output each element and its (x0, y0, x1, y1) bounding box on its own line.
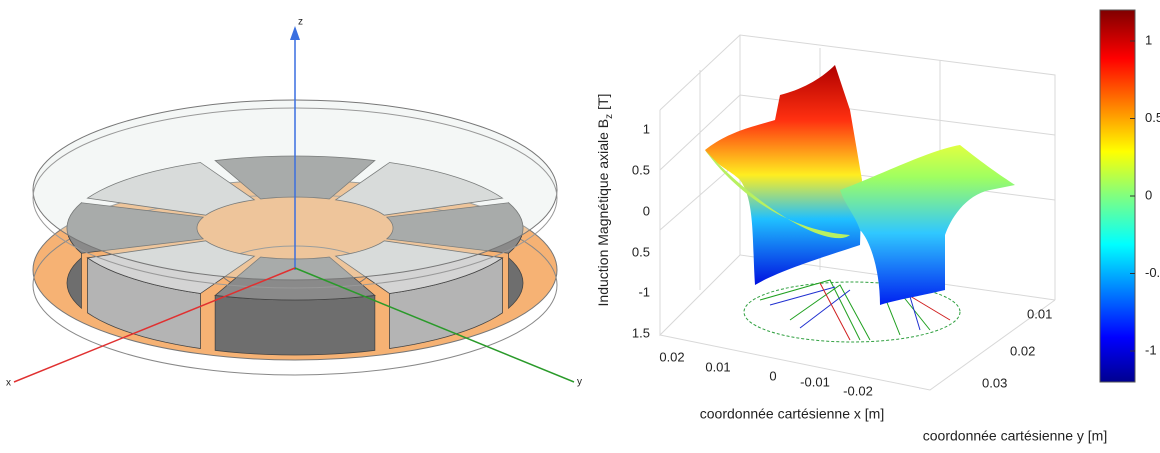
z-tick-label: 1 (643, 121, 650, 136)
x-tick-label: -0.01 (800, 374, 830, 389)
colorbar-tick-label: 1 (1145, 32, 1152, 47)
magnet-top (214, 256, 376, 301)
colorbar-tick-label: 0.5 (1145, 110, 1160, 125)
z-label-unit: [T] (595, 94, 611, 110)
plot-box (659, 34, 1056, 391)
y-label: coordonnée cartésienne y [m] (923, 428, 1107, 444)
z-tick-label: 0 (643, 203, 650, 218)
z-tick-label: 0.5 (632, 162, 650, 177)
z-label-text: Induction Magnétique axiale B (595, 119, 611, 307)
contour (743, 281, 961, 343)
surface-lobe (840, 145, 1015, 305)
cad-view: z x y (6, 17, 582, 389)
z-label-sub: z (604, 114, 615, 119)
z-label: Induction Magnétique axiale Bz [T] (595, 94, 615, 307)
y-tick-label: 0.02 (1010, 343, 1035, 358)
magnet-top (334, 240, 504, 294)
y-axis (294, 267, 575, 383)
surface-plot (659, 34, 1056, 391)
magnet-top (385, 202, 524, 254)
x-axis (13, 267, 296, 383)
z-axis-label: z (298, 17, 303, 28)
z-tick-label: 1.5 (632, 325, 650, 340)
plot-labels: Induction Magnétique axiale Bz [T] coordo… (595, 94, 1108, 444)
magnet-top (86, 162, 256, 216)
surface-lobe (705, 65, 862, 285)
x-tick-label: -0.02 (843, 383, 873, 398)
magnet-side (214, 294, 376, 356)
colorbar-tick-label: 0 (1145, 187, 1152, 202)
y-tick-label: 0.01 (1027, 306, 1052, 321)
x-tick-label: 0.01 (705, 359, 730, 374)
z-arrow (290, 26, 300, 40)
colorbar-tick-label: -1 (1145, 342, 1157, 357)
contour (759, 279, 931, 341)
y-axis-label: y (577, 377, 582, 388)
x-tick-label: 0 (769, 368, 776, 383)
z-tick-label: -1 (638, 284, 650, 299)
y-tick-label: 0.03 (982, 375, 1007, 390)
x-label: coordonnée cartésienne x [m] (700, 406, 884, 422)
x-axis-label: x (6, 378, 11, 389)
magnet-top (86, 240, 256, 294)
z-tick-label: 0.5 (632, 244, 650, 259)
colorbar (1099, 9, 1136, 383)
x-tick-label: 0.02 (659, 349, 684, 364)
colorbar-tick-label: -0.5 (1145, 265, 1160, 280)
magnet-top (334, 162, 504, 216)
magnets (66, 155, 524, 356)
